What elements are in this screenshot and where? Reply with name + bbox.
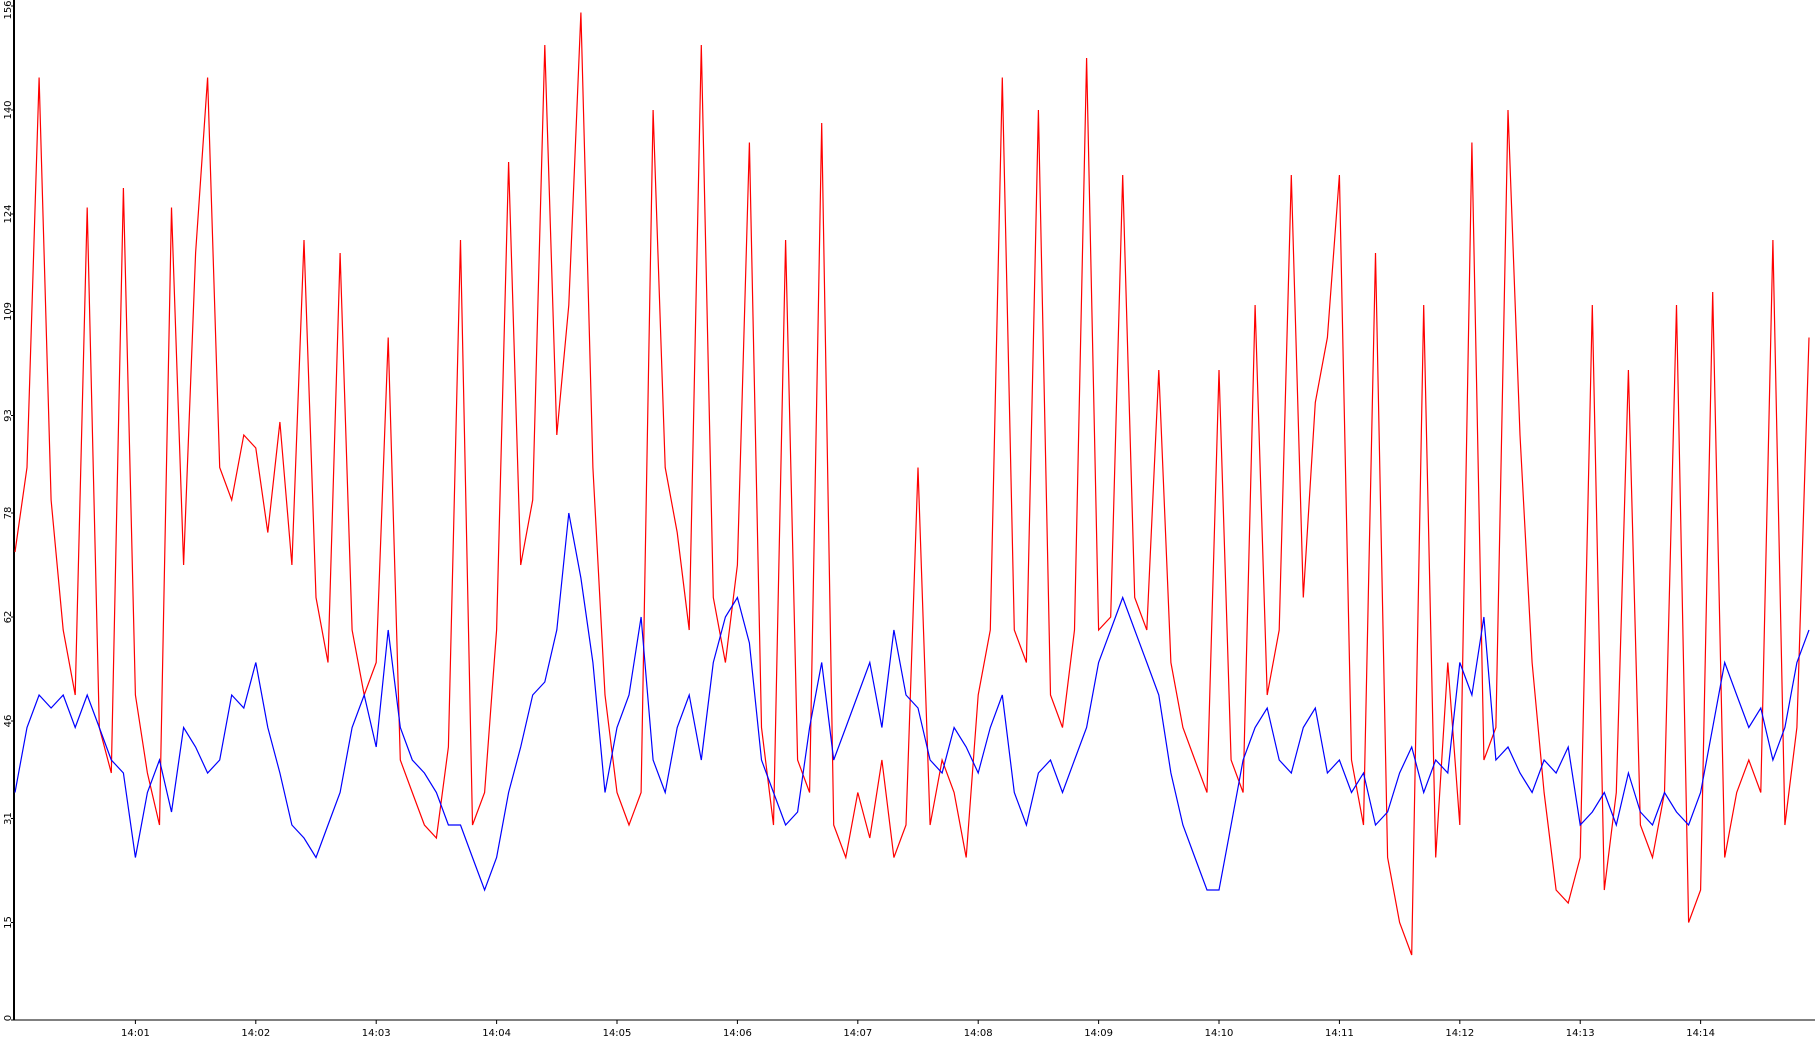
x-tick-label: 14:09	[1084, 1028, 1113, 1039]
x-tick-label: 14:07	[843, 1028, 872, 1039]
x-tick-label: 14:13	[1566, 1028, 1595, 1039]
y-tick-label: 0	[3, 1015, 14, 1021]
y-tick-label: 31	[3, 812, 14, 825]
x-tick-label: 14:10	[1205, 1028, 1234, 1039]
y-tick-label: 78	[3, 507, 14, 520]
x-tick-label: 14:04	[482, 1028, 511, 1039]
y-tick-label: 93	[3, 409, 14, 422]
y-tick-label: 124	[3, 204, 14, 223]
x-tick-label: 14:06	[723, 1028, 752, 1039]
y-tick-label: 15	[3, 916, 14, 929]
y-tick-label: 109	[3, 302, 14, 321]
x-tick-label: 14:11	[1325, 1028, 1354, 1039]
x-tick-label: 14:03	[362, 1028, 391, 1039]
series-line	[14, 512, 1810, 892]
y-tick-label: 140	[3, 100, 14, 119]
x-tick-label: 14:14	[1686, 1028, 1715, 1039]
y-tick-label: 46	[3, 715, 14, 728]
series-line	[14, 12, 1810, 956]
x-tick-label: 14:02	[241, 1028, 270, 1039]
y-tick-label: 62	[3, 611, 14, 624]
y-tick-label: 156	[3, 0, 14, 19]
x-tick-label: 14:01	[121, 1028, 150, 1039]
x-tick-label: 14:08	[964, 1028, 993, 1039]
x-tick-label: 14:05	[603, 1028, 632, 1039]
x-tick-label: 14:12	[1445, 1028, 1474, 1039]
